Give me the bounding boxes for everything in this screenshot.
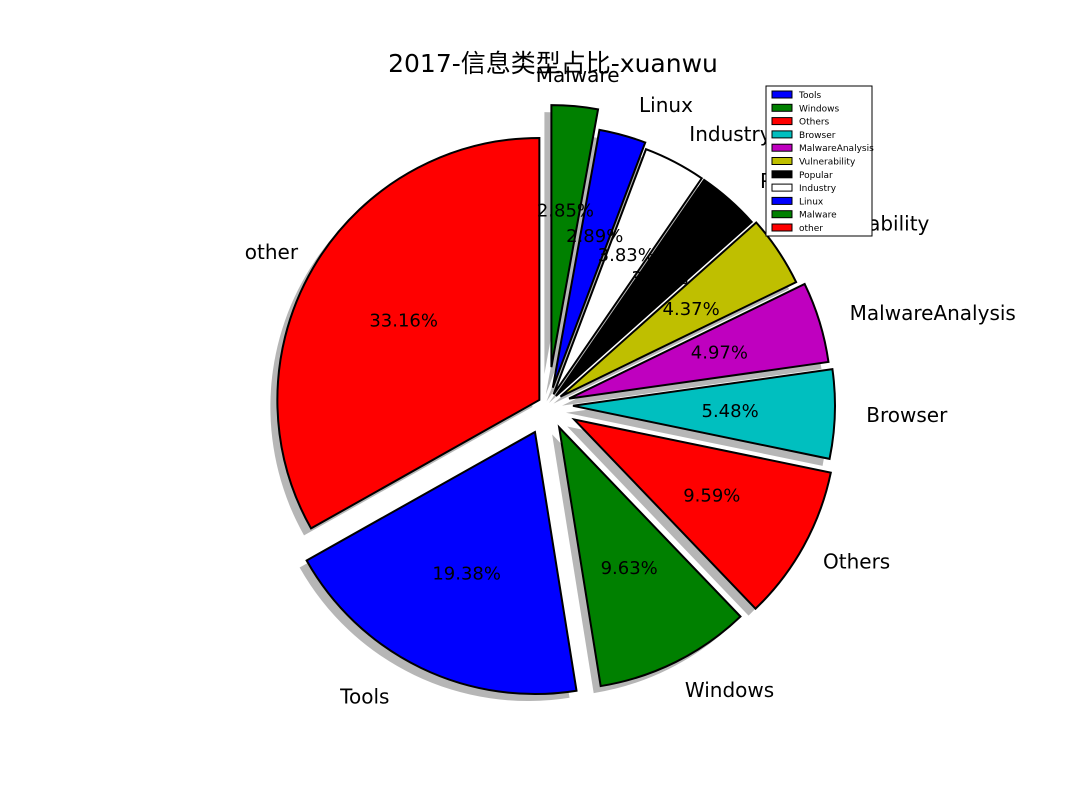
legend-label-industry: Industry xyxy=(799,184,837,194)
legend-swatch-vulnerability xyxy=(771,157,793,165)
legend-label-malwareanalysis: MalwareAnalysis xyxy=(799,144,874,154)
slices xyxy=(276,104,836,696)
legend-label-malware: Malware xyxy=(799,211,837,221)
slice-label-linux: Linux xyxy=(639,93,693,117)
slice-label-tools: Tools xyxy=(339,684,389,708)
slice-others xyxy=(571,417,832,611)
legend-label-tools: Tools xyxy=(798,91,821,101)
slice-linux xyxy=(551,128,647,389)
slice-label-other: other xyxy=(245,240,299,264)
chart-title: 2017-信息类型占比-xuanwu xyxy=(388,49,718,78)
slice-labels: other Tools Windows Others Browser MalwareAna… xyxy=(245,63,1016,708)
slice-label-others: Others xyxy=(823,550,890,574)
slice-popular xyxy=(555,178,754,397)
slice-tools xyxy=(305,430,578,696)
percent-labels: 33.16% 19.38% 9.63% 9.59% 5.48% 4.97% 4.37% 3.8… xyxy=(369,201,758,585)
legend-swatch-other xyxy=(771,223,793,232)
slice-label-malwareanalysis: MalwareAnalysis xyxy=(850,301,1016,325)
legend-label-other: other xyxy=(799,224,823,234)
slice-industry xyxy=(552,147,704,395)
slice-vulnerability xyxy=(559,221,798,398)
percent-label-other: 33.16% xyxy=(369,311,438,332)
legend-swatch-others xyxy=(771,117,793,126)
slice-label-windows: Windows xyxy=(685,678,774,702)
legend-swatch-malwareanalysis xyxy=(771,143,793,152)
legend-swatch-malware xyxy=(771,210,793,219)
legend-swatch-browser xyxy=(771,130,793,139)
percent-label-vulnerability: 4.37% xyxy=(663,299,720,320)
percent-label-malware: 2.85% xyxy=(537,201,594,222)
percent-label-industry: 3.83% xyxy=(598,245,655,266)
slice-label-malware: Malware xyxy=(536,63,620,87)
legend-label-browser: Browser xyxy=(799,131,836,141)
percent-label-linux: 2.89% xyxy=(566,226,623,247)
slice-label-industry: Industry xyxy=(689,122,771,146)
slice-malware xyxy=(550,104,600,368)
legend-swatch-tools xyxy=(771,90,793,99)
percent-label-malwareanalysis: 4.97% xyxy=(691,343,748,364)
legend-label-vulnerability: Vulnerability xyxy=(799,158,856,168)
slice-label-browser: Browser xyxy=(866,403,948,427)
percent-label-windows: 9.63% xyxy=(601,558,658,579)
legend-swatch-linux xyxy=(771,196,793,205)
slice-browser xyxy=(572,368,836,461)
legend-swatch-popular xyxy=(771,170,793,179)
slice-malwareanalysis xyxy=(568,282,830,400)
legend-label-popular: Popular xyxy=(799,171,833,181)
percent-label-others: 9.59% xyxy=(683,486,740,507)
percent-label-browser: 5.48% xyxy=(702,401,759,422)
legend-swatch-industry xyxy=(771,183,793,192)
legend-label-linux: Linux xyxy=(799,197,824,207)
legend-swatch-windows xyxy=(771,103,793,112)
percent-label-popular: 3.86% xyxy=(631,268,688,289)
legend-label-windows: Windows xyxy=(799,104,839,114)
slice-other xyxy=(276,136,541,530)
legend: Tools Windows Others Browser MalwareAnalysis… xyxy=(765,85,874,237)
legend-label-others: Others xyxy=(799,118,830,128)
percent-label-tools: 19.38% xyxy=(432,564,501,585)
slice-windows xyxy=(557,424,742,688)
